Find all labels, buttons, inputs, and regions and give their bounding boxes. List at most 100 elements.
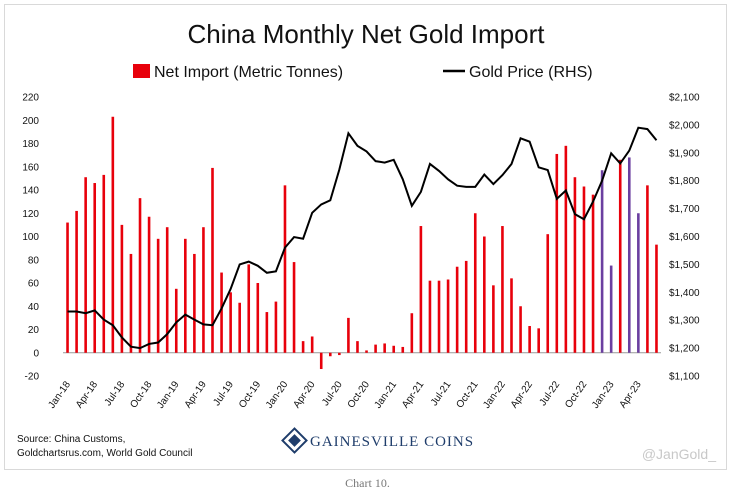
left-tick-label: 60 [28,279,40,290]
x-tick-label: Oct-18 [128,379,154,410]
import-bar [66,222,69,353]
import-bar [473,213,477,353]
gainesville-logo-icon [281,427,308,454]
import-bar [211,167,214,353]
right-tick-label: $1,700 [669,204,700,215]
import-bar [301,341,305,353]
x-tick-label: Apr-22 [509,379,535,410]
import-bar [618,159,622,353]
right-tick-label: $1,300 [669,316,700,327]
import-bar [165,227,169,353]
left-tick-label: 40 [28,302,40,313]
import-bar [383,343,386,353]
x-tick-label: Apr-19 [183,379,209,410]
bar-series [66,116,658,370]
right-tick-label: $1,400 [669,288,700,299]
left-axis-ticks: -20 0 20 40 60 80 100 120 140 160 180 200 220 [22,93,39,383]
import-bar [328,352,332,357]
left-tick-label: 220 [22,93,39,104]
import-bar [573,177,577,353]
right-tick-label: $1,600 [669,232,700,243]
import-bar [338,352,341,356]
import-bar [492,285,495,353]
x-tick-label: Oct-19 [237,379,263,410]
left-tick-label: 180 [22,139,39,150]
import-bar [274,301,278,353]
gold-price-line [67,126,658,350]
import-bar [319,352,323,370]
right-tick-label: $1,900 [669,148,700,159]
import-bar [401,346,405,353]
import-bar [537,328,540,353]
chart-title: China Monthly Net Gold Import [188,19,546,49]
import-bar [220,272,223,353]
import-bar [591,194,595,353]
brand-name: GAINESVILLE COINS [310,434,474,450]
x-tick-label: Jan-20 [264,379,291,411]
import-bar [184,238,187,353]
import-bar [528,326,531,353]
import-bar [265,312,269,353]
import-bar [410,313,414,353]
import-bar [637,213,640,353]
left-tick-label: 100 [22,232,39,243]
x-axis-ticks: Jan-18 Apr-18 Jul-18 Oct-18 Jan-19 Apr-19 Jul-… [46,379,644,411]
legend-bar-swatch [133,64,150,78]
left-tick-label: 80 [28,255,40,266]
right-tick-label: $2,100 [669,93,700,104]
import-bar [93,183,97,353]
right-tick-label: $1,200 [669,344,700,355]
import-bar [564,145,568,353]
import-bar [247,264,251,353]
x-tick-label: Jan-18 [46,379,73,411]
import-bar [147,216,151,353]
left-tick-label: 120 [22,209,39,220]
import-bar [229,292,232,353]
import-bar [483,236,486,353]
x-tick-label: Jan-23 [590,379,617,411]
legend-line-label: Gold Price (RHS) [469,64,593,81]
import-bar [374,344,377,353]
import-bar [129,253,133,353]
import-bar [111,116,115,353]
import-bar [84,177,87,353]
import-bar [75,210,78,353]
x-tick-label: Jul-18 [103,379,128,408]
import-bar [174,288,178,353]
source-line-2: Goldchartsrus.com, World Gold Council [17,448,192,459]
import-bar [102,174,106,353]
import-bar [365,350,368,353]
import-bar [582,186,586,353]
import-bar [202,227,205,353]
left-tick-label: 200 [22,116,39,127]
import-bar [464,260,468,353]
import-bar [392,345,396,353]
x-tick-label: Jul-20 [320,379,345,408]
x-tick-label: Oct-21 [454,379,480,410]
left-tick-label: 160 [22,162,39,173]
chart-card: China Monthly Net Gold Import Net Import… [4,4,727,470]
watermark: @JanGold_ [642,446,716,462]
import-bar [283,185,287,353]
x-tick-label: Jul-21 [429,379,454,408]
import-bar [156,238,160,353]
import-bar [419,226,423,353]
import-bar [555,153,559,353]
source-line-1: Source: China Customs, [17,434,125,445]
x-tick-label: Jul-19 [211,379,236,408]
import-bar [655,244,658,353]
import-bar [120,224,124,353]
figure-caption: Chart 10. [345,476,390,490]
x-tick-label: Apr-18 [74,379,100,410]
left-tick-label: -20 [25,372,40,383]
x-tick-label: Jan-21 [373,379,400,411]
x-tick-label: Oct-22 [563,379,589,410]
x-tick-label: Jan-22 [481,379,508,411]
import-bar [193,253,196,353]
x-tick-label: Oct-20 [346,379,372,410]
import-bar [310,336,314,353]
import-bar [347,317,350,353]
import-bar [292,262,296,353]
right-tick-label: $1,500 [669,260,700,271]
import-bar [446,279,450,353]
